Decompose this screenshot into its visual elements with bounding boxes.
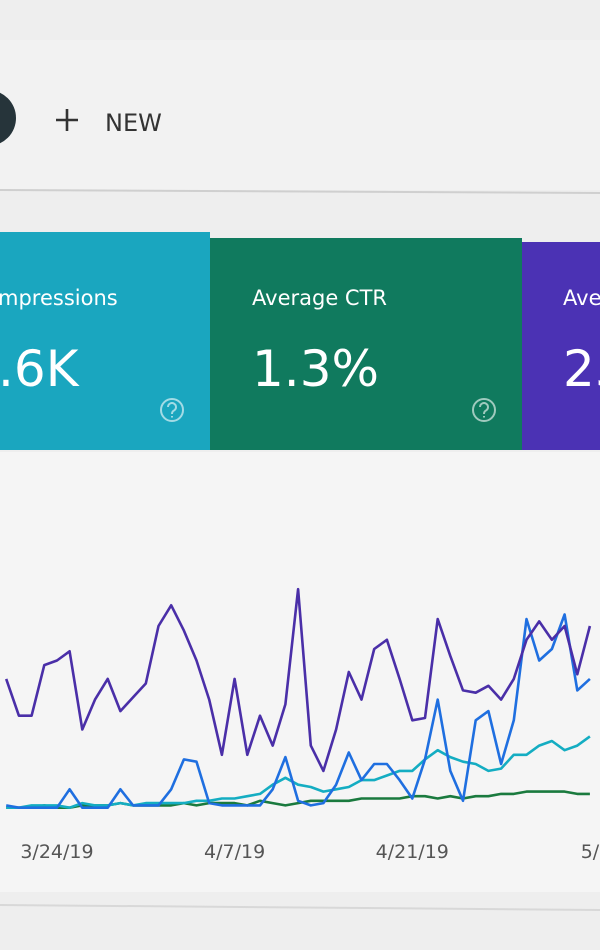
metric-card[interactable]: mpressions .6K — [0, 232, 210, 450]
card-value: 25 — [563, 340, 600, 398]
help-glyph — [167, 402, 177, 418]
help-glyph — [479, 402, 489, 418]
metric-card[interactable]: Ave 25 — [522, 242, 600, 450]
x-tick-label: 4/21/19 — [376, 841, 449, 863]
new-button[interactable]: NEW — [56, 109, 162, 137]
help-icon[interactable] — [160, 398, 184, 422]
metric-card[interactable]: Average CTR 1.3% — [210, 238, 522, 450]
card-label: Ave — [563, 286, 600, 310]
card-background — [522, 242, 600, 450]
series-line — [6, 735, 591, 809]
x-tick-label: 5/ — [581, 841, 600, 863]
avatar[interactable] — [0, 90, 16, 146]
series-line — [5, 613, 591, 809]
new-label: NEW — [105, 109, 162, 137]
toolbar — [0, 40, 600, 190]
x-tick-label: 3/24/19 — [20, 841, 93, 863]
card-background — [0, 232, 210, 450]
card-background — [210, 238, 522, 450]
card-value: 1.3% — [252, 340, 379, 398]
x-tick-label: 4/7/19 — [204, 841, 265, 863]
help-icon[interactable] — [472, 398, 496, 422]
card-label: Average CTR — [252, 286, 387, 310]
chart-panel — [0, 452, 600, 892]
card-value: .6K — [0, 340, 80, 398]
plus-icon — [56, 109, 78, 131]
card-label: mpressions — [0, 286, 118, 310]
divider — [0, 189, 600, 194]
series-line — [4, 587, 592, 773]
divider — [0, 904, 600, 911]
